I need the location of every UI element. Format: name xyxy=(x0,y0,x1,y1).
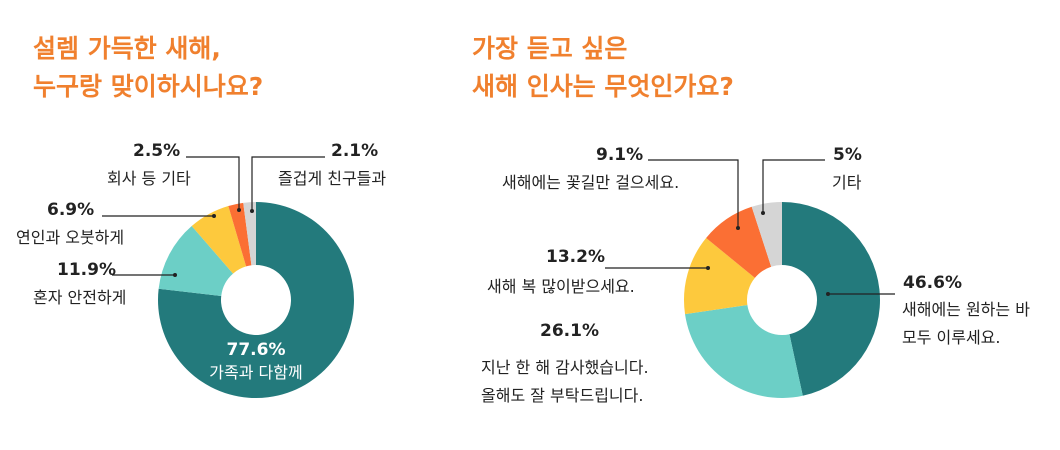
leader-line-1-dot xyxy=(173,273,177,277)
chart-title: 설렘 가득한 새해, 누구랑 맞이하시나요? xyxy=(33,30,263,106)
leader-line-4 xyxy=(762,159,825,213)
pie-slice-2 xyxy=(191,205,247,274)
leader-line-3 xyxy=(186,156,240,210)
leader-line-4-dot xyxy=(250,209,254,213)
data-label-value-4: 2.1% xyxy=(331,141,378,161)
slice-label-1-line-1: 지난 한 해 감사했습니다. xyxy=(481,358,649,377)
data-label-value-4: 5% xyxy=(833,145,862,165)
leader-line-0-dot xyxy=(826,292,830,296)
slice-label-0-line-2: 모두 이루세요. xyxy=(902,328,1001,347)
pie-slice-3 xyxy=(706,206,772,278)
pie-slice-4 xyxy=(243,202,256,266)
chart-title: 가장 듣고 싶은 새해 인사는 무엇인가요? xyxy=(472,30,734,106)
data-label-value-2: 6.9% xyxy=(47,200,94,220)
data-label-value-1: 26.1% xyxy=(540,321,599,341)
data-label-value-0: 77.6% xyxy=(227,340,286,360)
leader-line-4-dot xyxy=(761,211,765,215)
data-label-value-3: 2.5% xyxy=(133,141,180,161)
slice-label-4: 즐겁게 친구들과 xyxy=(278,169,386,188)
donut-chart-companions: 77.6% 가족과 다함께 11.9% 혼자 안전하게 6.9% 연인과 오붓하게 2.5%… xyxy=(16,141,386,398)
pie-slice-1 xyxy=(685,305,803,398)
pie-slice-1 xyxy=(158,226,234,296)
slice-label-2-line-1: 새해 복 많이받으세요. xyxy=(487,277,635,296)
leader-line-2-dot xyxy=(706,266,710,270)
data-label-value-1: 11.9% xyxy=(57,260,116,280)
slice-label-1: 혼자 안전하게 xyxy=(33,288,126,307)
leader-line-2-dot xyxy=(212,214,216,218)
pie-slice-0 xyxy=(157,202,354,398)
chart-title-line-2: 누구랑 맞이하시나요? xyxy=(33,72,264,101)
leader-line-4 xyxy=(251,156,325,211)
leader-line-3 xyxy=(648,159,739,228)
pie-slice-3 xyxy=(228,202,252,267)
pie-slice-2 xyxy=(684,238,755,315)
chart-title-line-1: 가장 듣고 싶은 xyxy=(472,34,628,63)
chart-panel-companions: 설렘 가득한 새해, 누구랑 맞이하시나요? 77.6% 가족과 다함께 11.9%… xyxy=(0,0,470,450)
slice-label-4-line-1: 기타 xyxy=(832,173,862,192)
slice-label-3-line-1: 새해에는 꽃길만 걸으세요. xyxy=(502,173,679,192)
chart-title-line-2: 새해 인사는 무엇인가요? xyxy=(472,72,734,101)
data-label-value-0: 46.6% xyxy=(903,273,962,293)
slice-label-2: 연인과 오붓하게 xyxy=(16,228,124,247)
data-label-value-3: 9.1% xyxy=(596,145,643,165)
slice-label-1-line-2: 올해도 잘 부탁드립니다. xyxy=(481,386,643,405)
pie-slice-0 xyxy=(782,201,881,396)
slice-label-0-line-1: 새해에는 원하는 바 xyxy=(902,300,1030,319)
slice-label-0: 가족과 다함께 xyxy=(209,363,302,382)
slice-label-3: 회사 등 기타 xyxy=(107,169,191,188)
leader-line-3-dot xyxy=(237,208,241,212)
chart-title-line-1: 설렘 가득한 새해, xyxy=(33,34,221,63)
leader-line-3-dot xyxy=(736,226,740,230)
data-label-value-2: 13.2% xyxy=(546,247,605,267)
donut-chart-greetings: 46.6% 새해에는 원하는 바모두 이루세요. 26.1% 지난 한 해 감사했습니… xyxy=(481,145,1030,405)
pie-slice-4 xyxy=(751,202,782,267)
